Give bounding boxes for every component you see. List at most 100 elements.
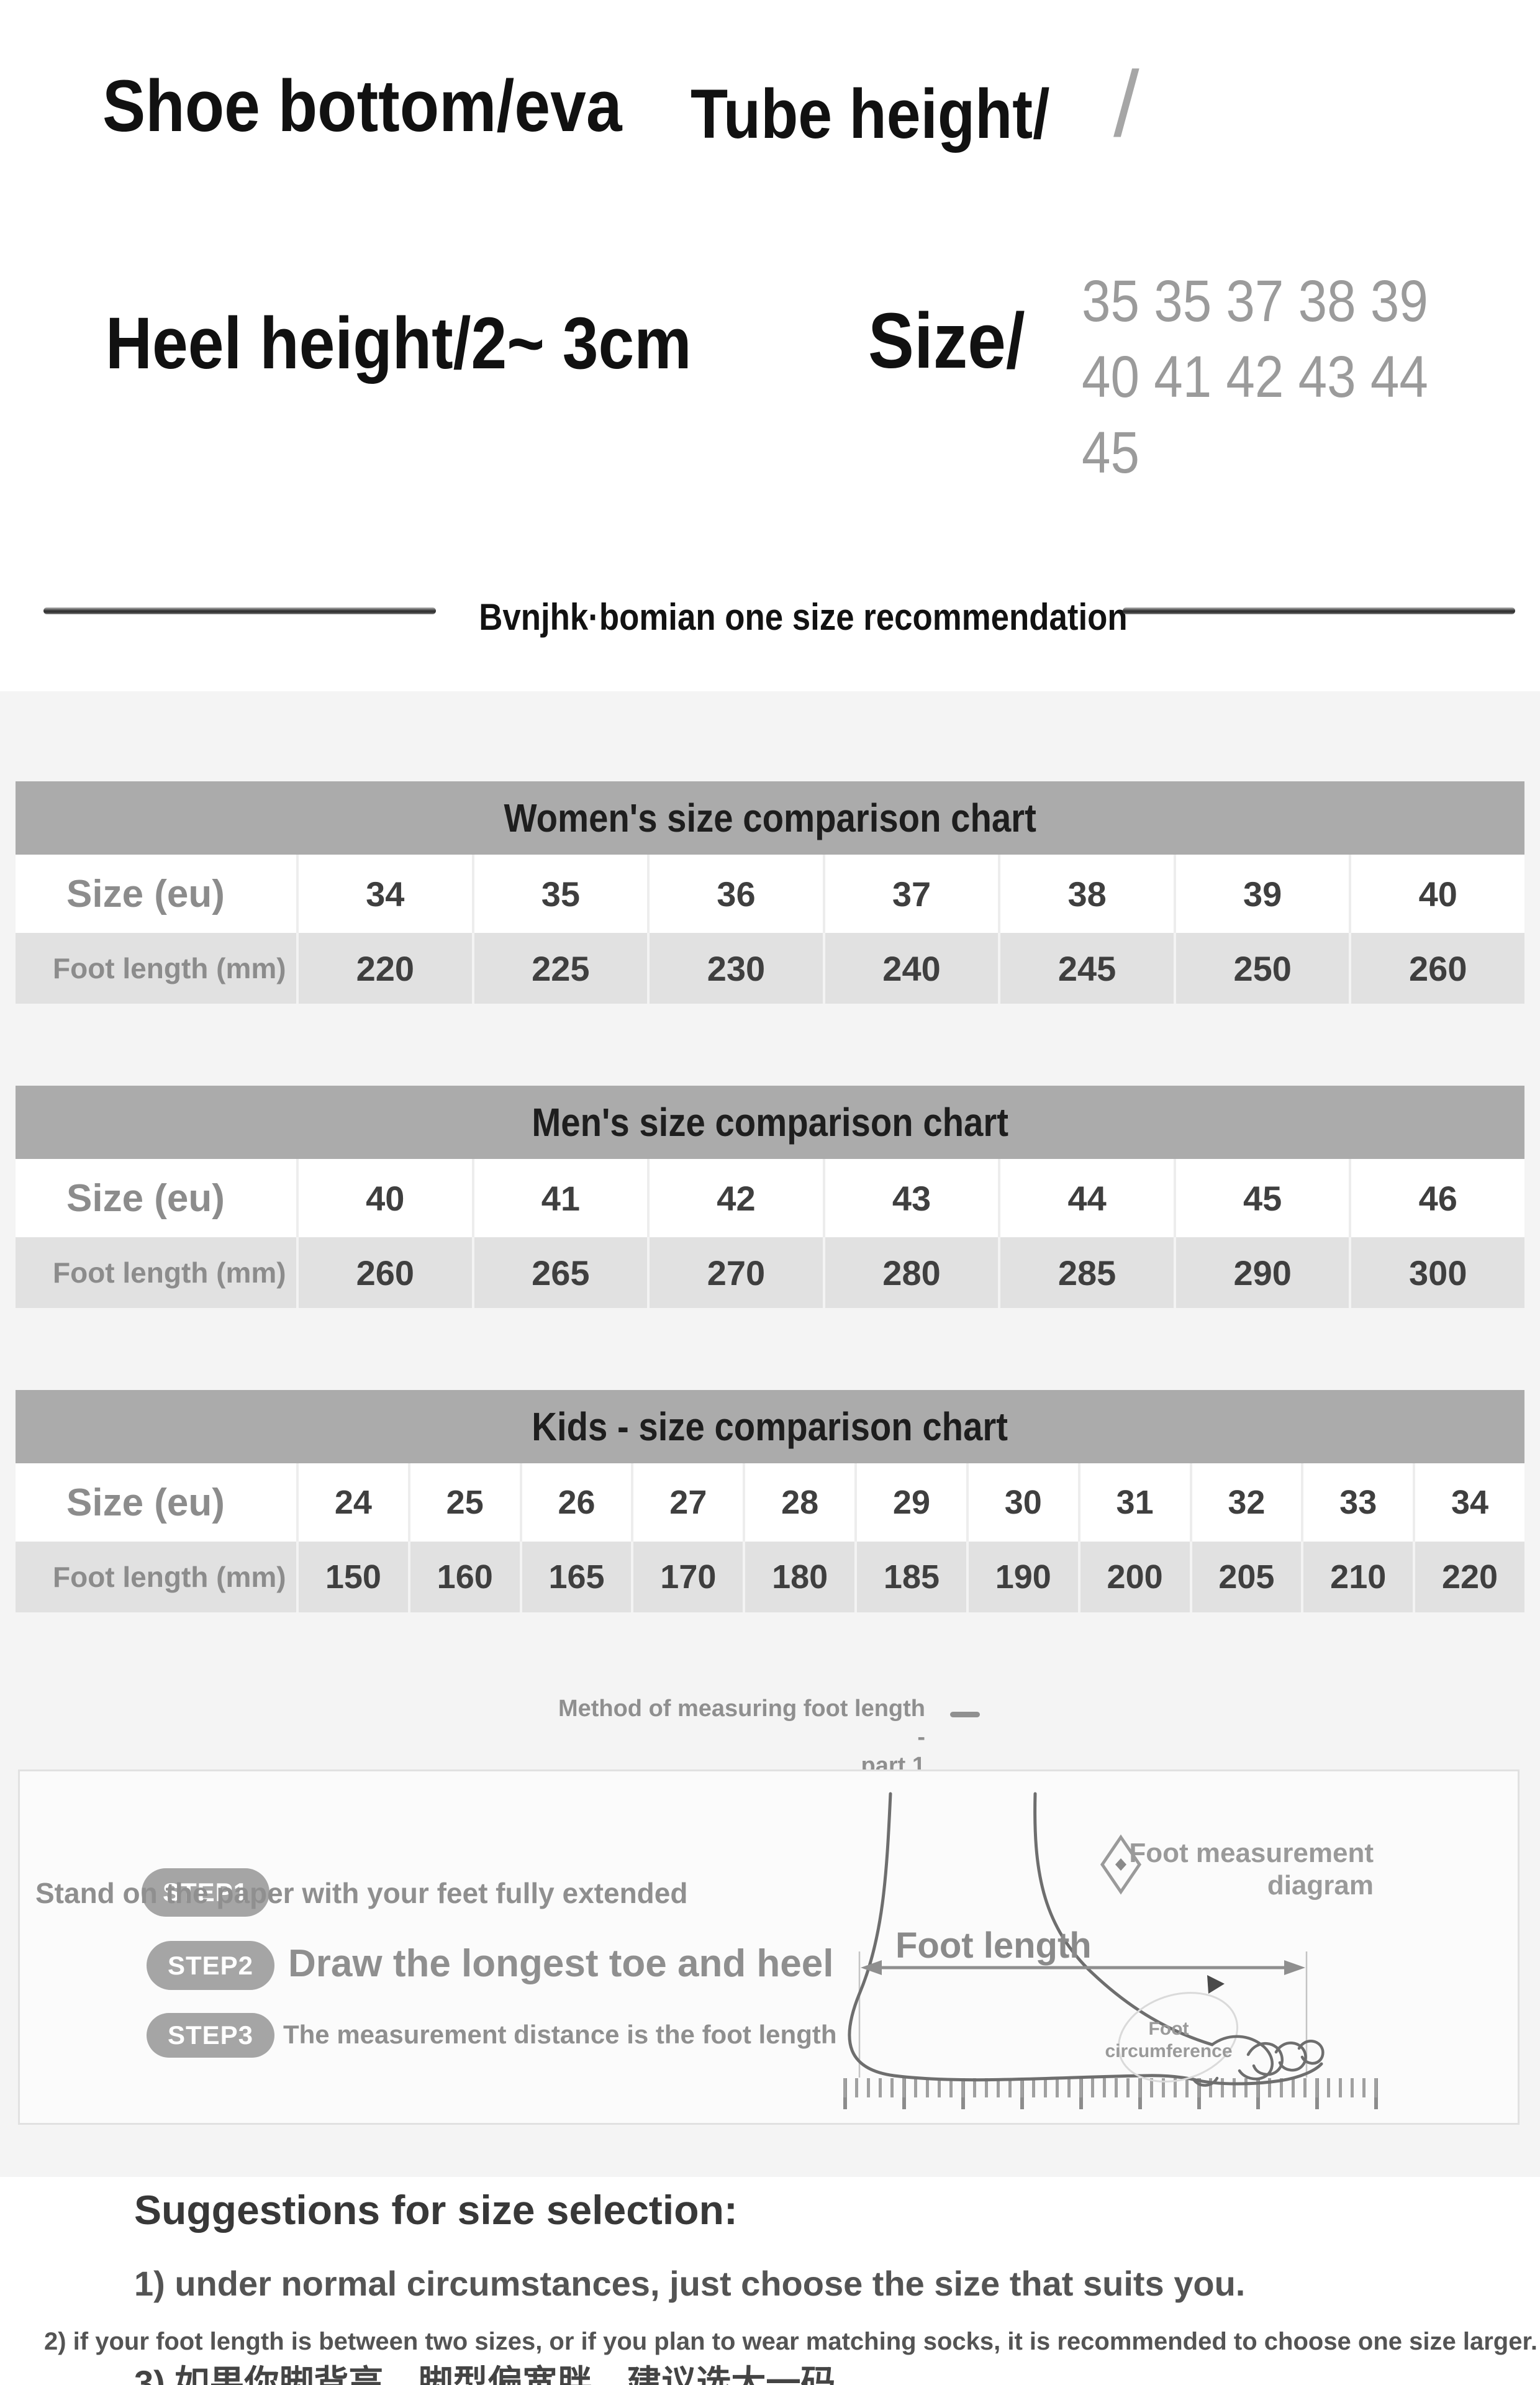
toes-outline <box>1192 2035 1325 2087</box>
women-footlength-row-label: Foot length (mm) <box>53 952 286 984</box>
diamond-icon <box>1100 1834 1142 1895</box>
arrowhead-left <box>861 1960 882 1975</box>
table-cell: 33 <box>1301 1463 1413 1542</box>
table-cell: 220 <box>1413 1542 1524 1612</box>
table-cell: 225 <box>471 933 648 1004</box>
kids-footlength-row: Foot length (mm) 150 160 165 170 180 185… <box>16 1542 1524 1612</box>
circumference-label-line1: Foot <box>1149 2019 1189 2039</box>
spec-size-label-text: Size/ <box>868 297 1025 384</box>
table-cell: 200 <box>1077 1542 1190 1612</box>
table-cell: 38 <box>998 855 1174 933</box>
women-size-row: Size (eu) 34 35 36 37 38 39 40 <box>16 855 1524 933</box>
table-cell: 29 <box>854 1463 966 1542</box>
table-cell: 46 <box>1349 1159 1524 1237</box>
table-cell: 24 <box>296 1463 408 1542</box>
table-cell: 150 <box>296 1542 408 1612</box>
table-cell: 25 <box>407 1463 520 1542</box>
table-cell: 220 <box>296 933 472 1004</box>
step3-badge: STEP3 <box>147 2013 274 2058</box>
table-cell: 31 <box>1077 1463 1190 1542</box>
table-cell: 40 <box>296 1159 472 1237</box>
table-cell: 270 <box>647 1237 823 1308</box>
diagram-title-line1: Foot measurement <box>1129 1838 1374 1868</box>
table-cell: 170 <box>631 1542 743 1612</box>
table-cell: 44 <box>998 1159 1174 1237</box>
circumference-label-line2: circumference <box>1105 2041 1232 2061</box>
step2-text: Draw the longest toe and heel <box>288 1942 834 1985</box>
table-cell: 41 <box>471 1159 648 1237</box>
measurement-panel: STEP1 Stand on the paper with your feet … <box>18 1769 1520 2125</box>
ruler-icon <box>843 2078 1379 2109</box>
table-cell: 30 <box>966 1463 1078 1542</box>
men-footlength-row: Foot length (mm) 260 265 270 280 285 290… <box>16 1237 1524 1308</box>
table-cell: 210 <box>1301 1542 1413 1612</box>
suggestion-item-2: 2) if your foot length is between two si… <box>44 2328 1538 2355</box>
women-table-title-text: Women's size comparison chart <box>504 796 1036 840</box>
spec-tube-height: Tube height/ <box>691 80 1098 149</box>
women-size-table: Women's size comparison chart Size (eu) … <box>16 781 1524 1004</box>
table-cell: 285 <box>998 1237 1174 1308</box>
foot-outline-heel <box>848 1792 1195 2082</box>
kids-size-row-label: Size (eu) <box>66 1481 225 1524</box>
kids-table-title: Kids - size comparison chart <box>16 1390 1524 1463</box>
table-cell: 280 <box>822 1237 999 1308</box>
instep-arrow-icon <box>1207 1975 1225 1994</box>
table-cell: 43 <box>822 1159 999 1237</box>
kids-table-title-text: Kids - size comparison chart <box>532 1404 1008 1449</box>
spec-size-values: 35 35 37 38 39 40 41 42 43 44 45 <box>1082 268 1428 486</box>
step3-text: The measurement distance is the foot len… <box>283 2020 837 2049</box>
table-cell: 250 <box>1173 933 1349 1004</box>
table-cell: 190 <box>966 1542 1078 1612</box>
women-footlength-row: Foot length (mm) 220 225 230 240 245 250… <box>16 933 1524 1004</box>
table-cell: 36 <box>647 855 823 933</box>
measuring-caption: Method of measuring foot length - part 1 <box>553 1694 925 1780</box>
foot-outline-instep <box>1033 1792 1214 2047</box>
spec-tube-height-value: / <box>1113 52 1139 156</box>
spec-size-label: Size/ <box>868 302 1046 380</box>
table-cell: 42 <box>647 1159 823 1237</box>
table-cell: 290 <box>1173 1237 1349 1308</box>
table-cell: 32 <box>1189 1463 1302 1542</box>
step1-badge: STEP1 <box>142 1868 270 1917</box>
suggestion-item-3: 3) 如果你脚背高，脚型偏宽胖，建议选大一码 <box>134 2363 836 2385</box>
table-cell: 260 <box>1349 933 1524 1004</box>
table-cell: 245 <box>998 933 1174 1004</box>
kids-size-table: Kids - size comparison chart Size (eu) 2… <box>16 1390 1524 1612</box>
step1-text: Stand on the paper with your feet fully … <box>35 1877 688 1909</box>
kids-footlength-row-label: Foot length (mm) <box>53 1561 286 1593</box>
table-cell: 28 <box>743 1463 854 1542</box>
men-table-title: Men's size comparison chart <box>16 1086 1524 1159</box>
table-cell: 180 <box>743 1542 854 1612</box>
foot-length-label: Foot length <box>895 1925 1092 1966</box>
table-cell: 260 <box>296 1237 472 1308</box>
kids-size-row: Size (eu) 24 25 26 27 28 29 30 31 32 33 … <box>16 1463 1524 1542</box>
table-cell: 230 <box>647 933 823 1004</box>
women-table-title: Women's size comparison chart <box>16 781 1524 855</box>
spec-heel-height: Heel height/2~ 3cm <box>106 307 771 380</box>
table-cell: 165 <box>519 1542 632 1612</box>
table-cell: 205 <box>1189 1542 1302 1612</box>
table-cell: 45 <box>1173 1159 1349 1237</box>
divider-line-right <box>1123 607 1515 614</box>
spec-shoe-bottom-text: Shoe bottom/eva <box>102 65 622 147</box>
table-cell: 40 <box>1349 855 1524 933</box>
men-size-row-label: Size (eu) <box>66 1176 225 1220</box>
table-cell: 34 <box>1413 1463 1524 1542</box>
foot-measurement-diagram: Foot length Foot measurement diagram Foo… <box>848 1792 1374 2087</box>
measuring-caption-line1: Method of measuring foot length - <box>558 1696 925 1750</box>
women-size-row-label: Size (eu) <box>66 872 225 915</box>
table-cell: 26 <box>519 1463 632 1542</box>
table-cell: 34 <box>296 855 472 933</box>
step2-badge: STEP2 <box>147 1941 274 1990</box>
suggestion-item-1: 1) under normal circumstances, just choo… <box>134 2264 1246 2303</box>
divider-title: Bvnjhk·bomian one size recommendation <box>435 596 1128 638</box>
suggestions-title: Suggestions for size selection: <box>134 2187 738 2233</box>
circumference-ellipse <box>1117 1992 1239 2083</box>
divider-title-text: Bvnjhk·bomian one size recommendation <box>479 596 1128 638</box>
table-cell: 240 <box>822 933 999 1004</box>
men-size-table: Men's size comparison chart Size (eu) 40… <box>16 1086 1524 1308</box>
spec-tube-height-text: Tube height/ <box>691 75 1050 153</box>
spec-shoe-bottom: Shoe bottom/eva <box>102 70 693 143</box>
diagram-title-line2: diagram <box>1267 1870 1374 1901</box>
